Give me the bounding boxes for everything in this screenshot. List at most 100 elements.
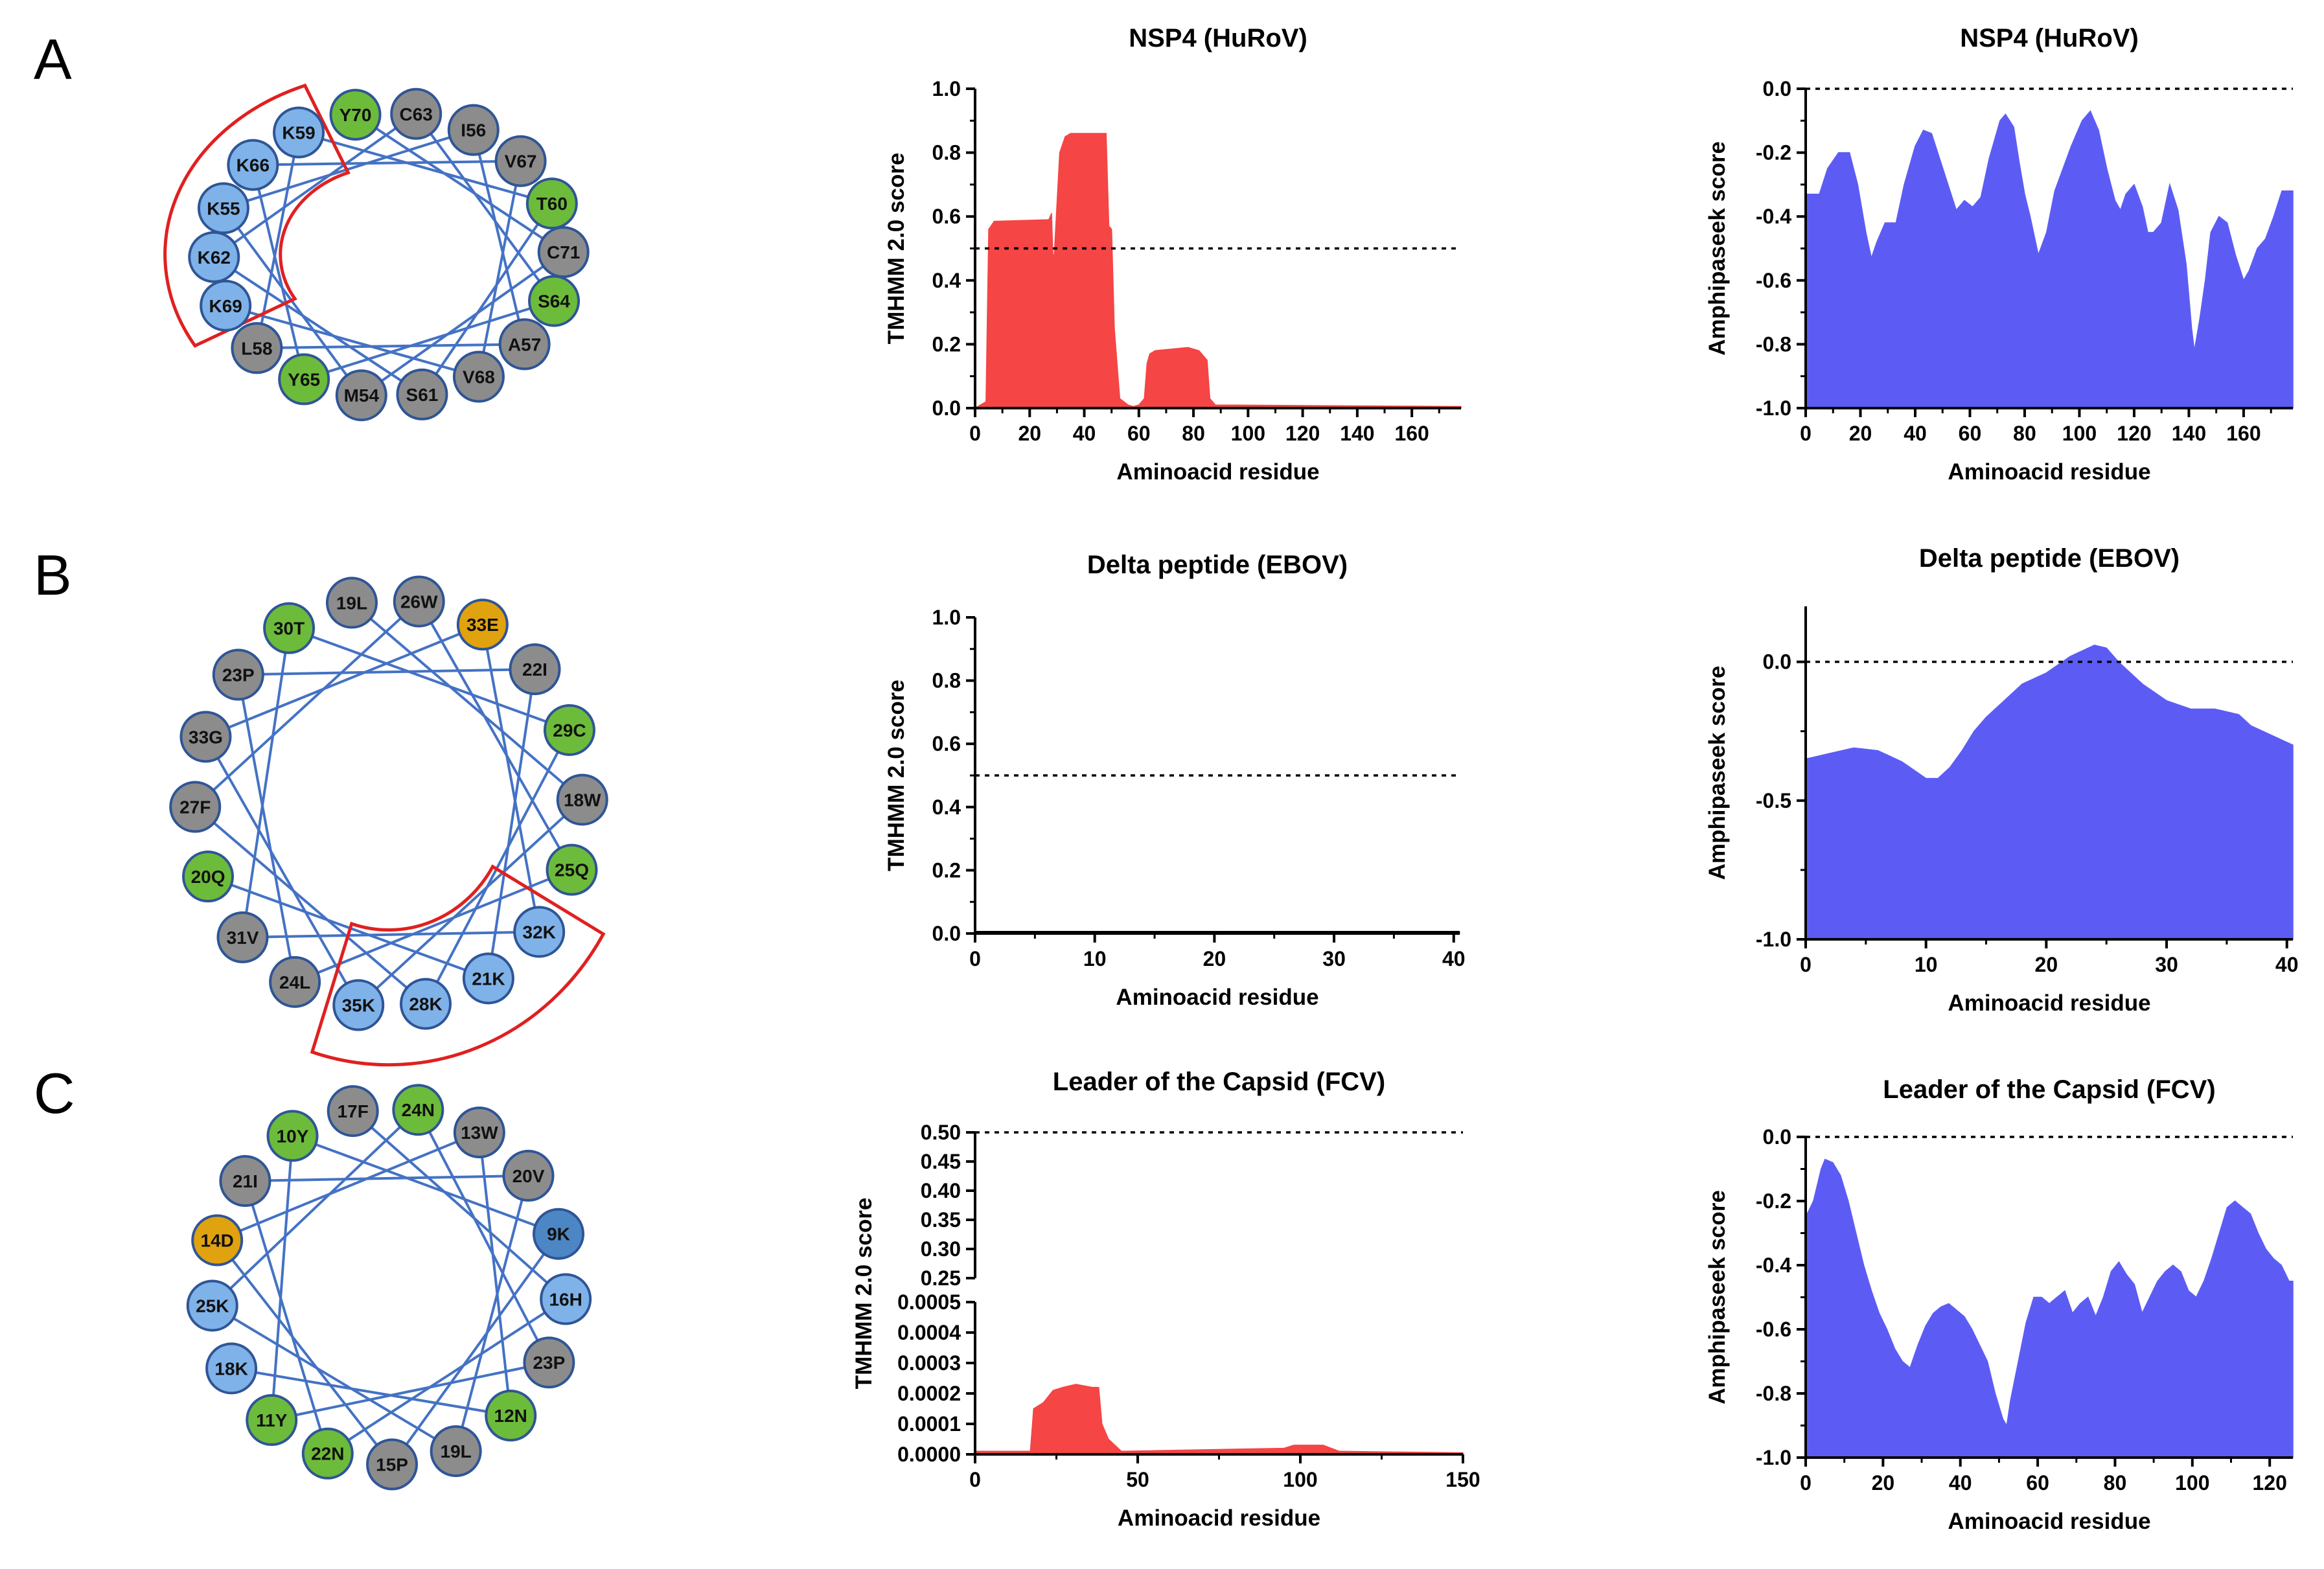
- residue-node: 21I: [219, 1155, 271, 1208]
- y-tick-label: 0.40: [921, 1179, 961, 1202]
- residue-circle: [509, 643, 561, 696]
- helix-connector-line: [270, 1136, 294, 1421]
- residue-label: K66: [236, 155, 270, 176]
- x-tick-label: 100: [2062, 422, 2097, 445]
- residue-node: 9K: [533, 1208, 585, 1260]
- residue-circle: [462, 952, 514, 1005]
- residue-node: 19L: [430, 1425, 482, 1478]
- residue-circle: [556, 773, 608, 826]
- residue-circle: [188, 231, 240, 283]
- helix-connector-line: [257, 343, 525, 350]
- residue-node: K69: [200, 279, 252, 332]
- residue-node: 22I: [509, 643, 561, 696]
- helix-connector-line: [211, 1304, 457, 1452]
- x-tick-label: 80: [2013, 422, 2036, 445]
- residue-node: 21K: [462, 952, 514, 1005]
- helix-connector-line: [241, 628, 291, 938]
- residue-circle: [540, 1273, 592, 1325]
- helix-connector-line: [420, 203, 553, 396]
- x-tick-label: 140: [1340, 422, 1374, 445]
- residue-label: V68: [463, 367, 495, 387]
- residue-node: M54: [335, 369, 387, 422]
- residue-circle: [205, 1342, 258, 1395]
- chart-title: NSP4 (HuRoV): [1129, 24, 1307, 52]
- residue-node: 20Q: [182, 851, 235, 903]
- helix-connector-line: [205, 623, 483, 739]
- residue-circle: [179, 711, 232, 763]
- residue-label: Y65: [288, 369, 320, 389]
- y-tick-label: 1.0: [932, 77, 961, 100]
- chart-title: Delta peptide (EBOV): [1919, 544, 2180, 573]
- residue-node: 22N: [301, 1427, 354, 1480]
- helix-connector-line: [298, 131, 553, 205]
- residue-label: 23P: [222, 665, 255, 685]
- helix-connector-line: [216, 1239, 393, 1465]
- residue-circle: [269, 956, 321, 1008]
- helix-connector-line: [477, 161, 522, 377]
- helix-connector-line: [207, 875, 489, 980]
- y-tick-label: -1.0: [1756, 396, 1791, 420]
- residue-circle: [263, 602, 316, 654]
- residue-label: 20V: [512, 1166, 545, 1186]
- chart-title: Leader of the Capsid (FCV): [1883, 1075, 2215, 1104]
- x-tick-label: 40: [1949, 1471, 1972, 1495]
- chart-capsid-leader-tmhmm: Leader of the Capsid (FCV) 0 50 100 150 0.000…: [851, 1068, 1480, 1531]
- x-tick-label: 40: [1442, 947, 1466, 970]
- residue-node: Y70: [329, 89, 382, 141]
- residue-circle: [325, 577, 378, 629]
- residue-label: 13W: [461, 1123, 498, 1143]
- helix-connector-line: [238, 668, 535, 676]
- residue-label: 16H: [549, 1289, 582, 1309]
- helix-connector-line: [288, 626, 570, 731]
- x-tick-label: 20: [1872, 1471, 1895, 1495]
- y-tick-label: 0.2: [932, 858, 961, 882]
- y-tick-label: -0.4: [1756, 205, 1791, 228]
- x-axis-label: Aminoacid residue: [1948, 991, 2150, 1016]
- y-tick-label: 0.0: [932, 396, 961, 420]
- residue-node: 18K: [205, 1342, 258, 1395]
- y-tick-label: 0.0: [1763, 650, 1791, 674]
- residue-node: 24N: [392, 1084, 444, 1136]
- residue-node: L58: [231, 322, 283, 374]
- x-tick-label: 120: [1285, 422, 1320, 445]
- residue-node: 18W: [556, 773, 608, 826]
- residue-node: 25Q: [546, 843, 598, 896]
- y-tick-label: -0.6: [1756, 269, 1791, 292]
- residue-node: K59: [273, 106, 325, 159]
- residue-label: K59: [282, 122, 315, 143]
- helix-connector-line: [472, 130, 526, 345]
- helix-connector-line: [251, 165, 306, 380]
- residue-circle: [273, 106, 325, 159]
- helix-connector-line: [352, 1110, 567, 1300]
- residue-circle: [191, 1214, 244, 1266]
- residue-circle: [332, 979, 385, 1031]
- helix-connector-line: [391, 1233, 560, 1465]
- residue-circle: [216, 911, 269, 963]
- x-axis-label: Aminoacid residue: [1948, 459, 2150, 485]
- residue-node: 10Y: [266, 1110, 319, 1162]
- y-tick-label: 0.0: [1763, 1125, 1791, 1149]
- residue-label: 21I: [233, 1171, 258, 1191]
- residue-node: 27F: [169, 781, 222, 833]
- y-tick-label: 1.0: [932, 606, 961, 629]
- x-tick-label: 40: [1073, 422, 1096, 445]
- residue-label: 10Y: [277, 1126, 309, 1146]
- x-tick-label: 0: [1800, 1471, 1812, 1495]
- helix-connector-line: [216, 1131, 480, 1242]
- residue-node: 24L: [269, 956, 321, 1008]
- helix-connector-line: [303, 299, 555, 381]
- y-tick-label: -0.6: [1756, 1318, 1791, 1341]
- y-tick-label: 0.0: [1763, 77, 1791, 100]
- residue-circle: [212, 648, 264, 701]
- residue-label: 17F: [338, 1101, 369, 1121]
- panel-letter-a: A: [34, 27, 72, 91]
- y-tick-label: 0.0: [932, 922, 961, 945]
- y-axis-label: Amphipaseek score: [1705, 666, 1730, 880]
- y-tick-label: 0.2: [932, 332, 961, 356]
- y-tick-label: 0.0000: [897, 1443, 961, 1466]
- residue-circle: [537, 226, 590, 279]
- residue-circle: [453, 1106, 505, 1159]
- residue-node: K55: [197, 182, 249, 235]
- x-tick-label: 0: [969, 422, 981, 445]
